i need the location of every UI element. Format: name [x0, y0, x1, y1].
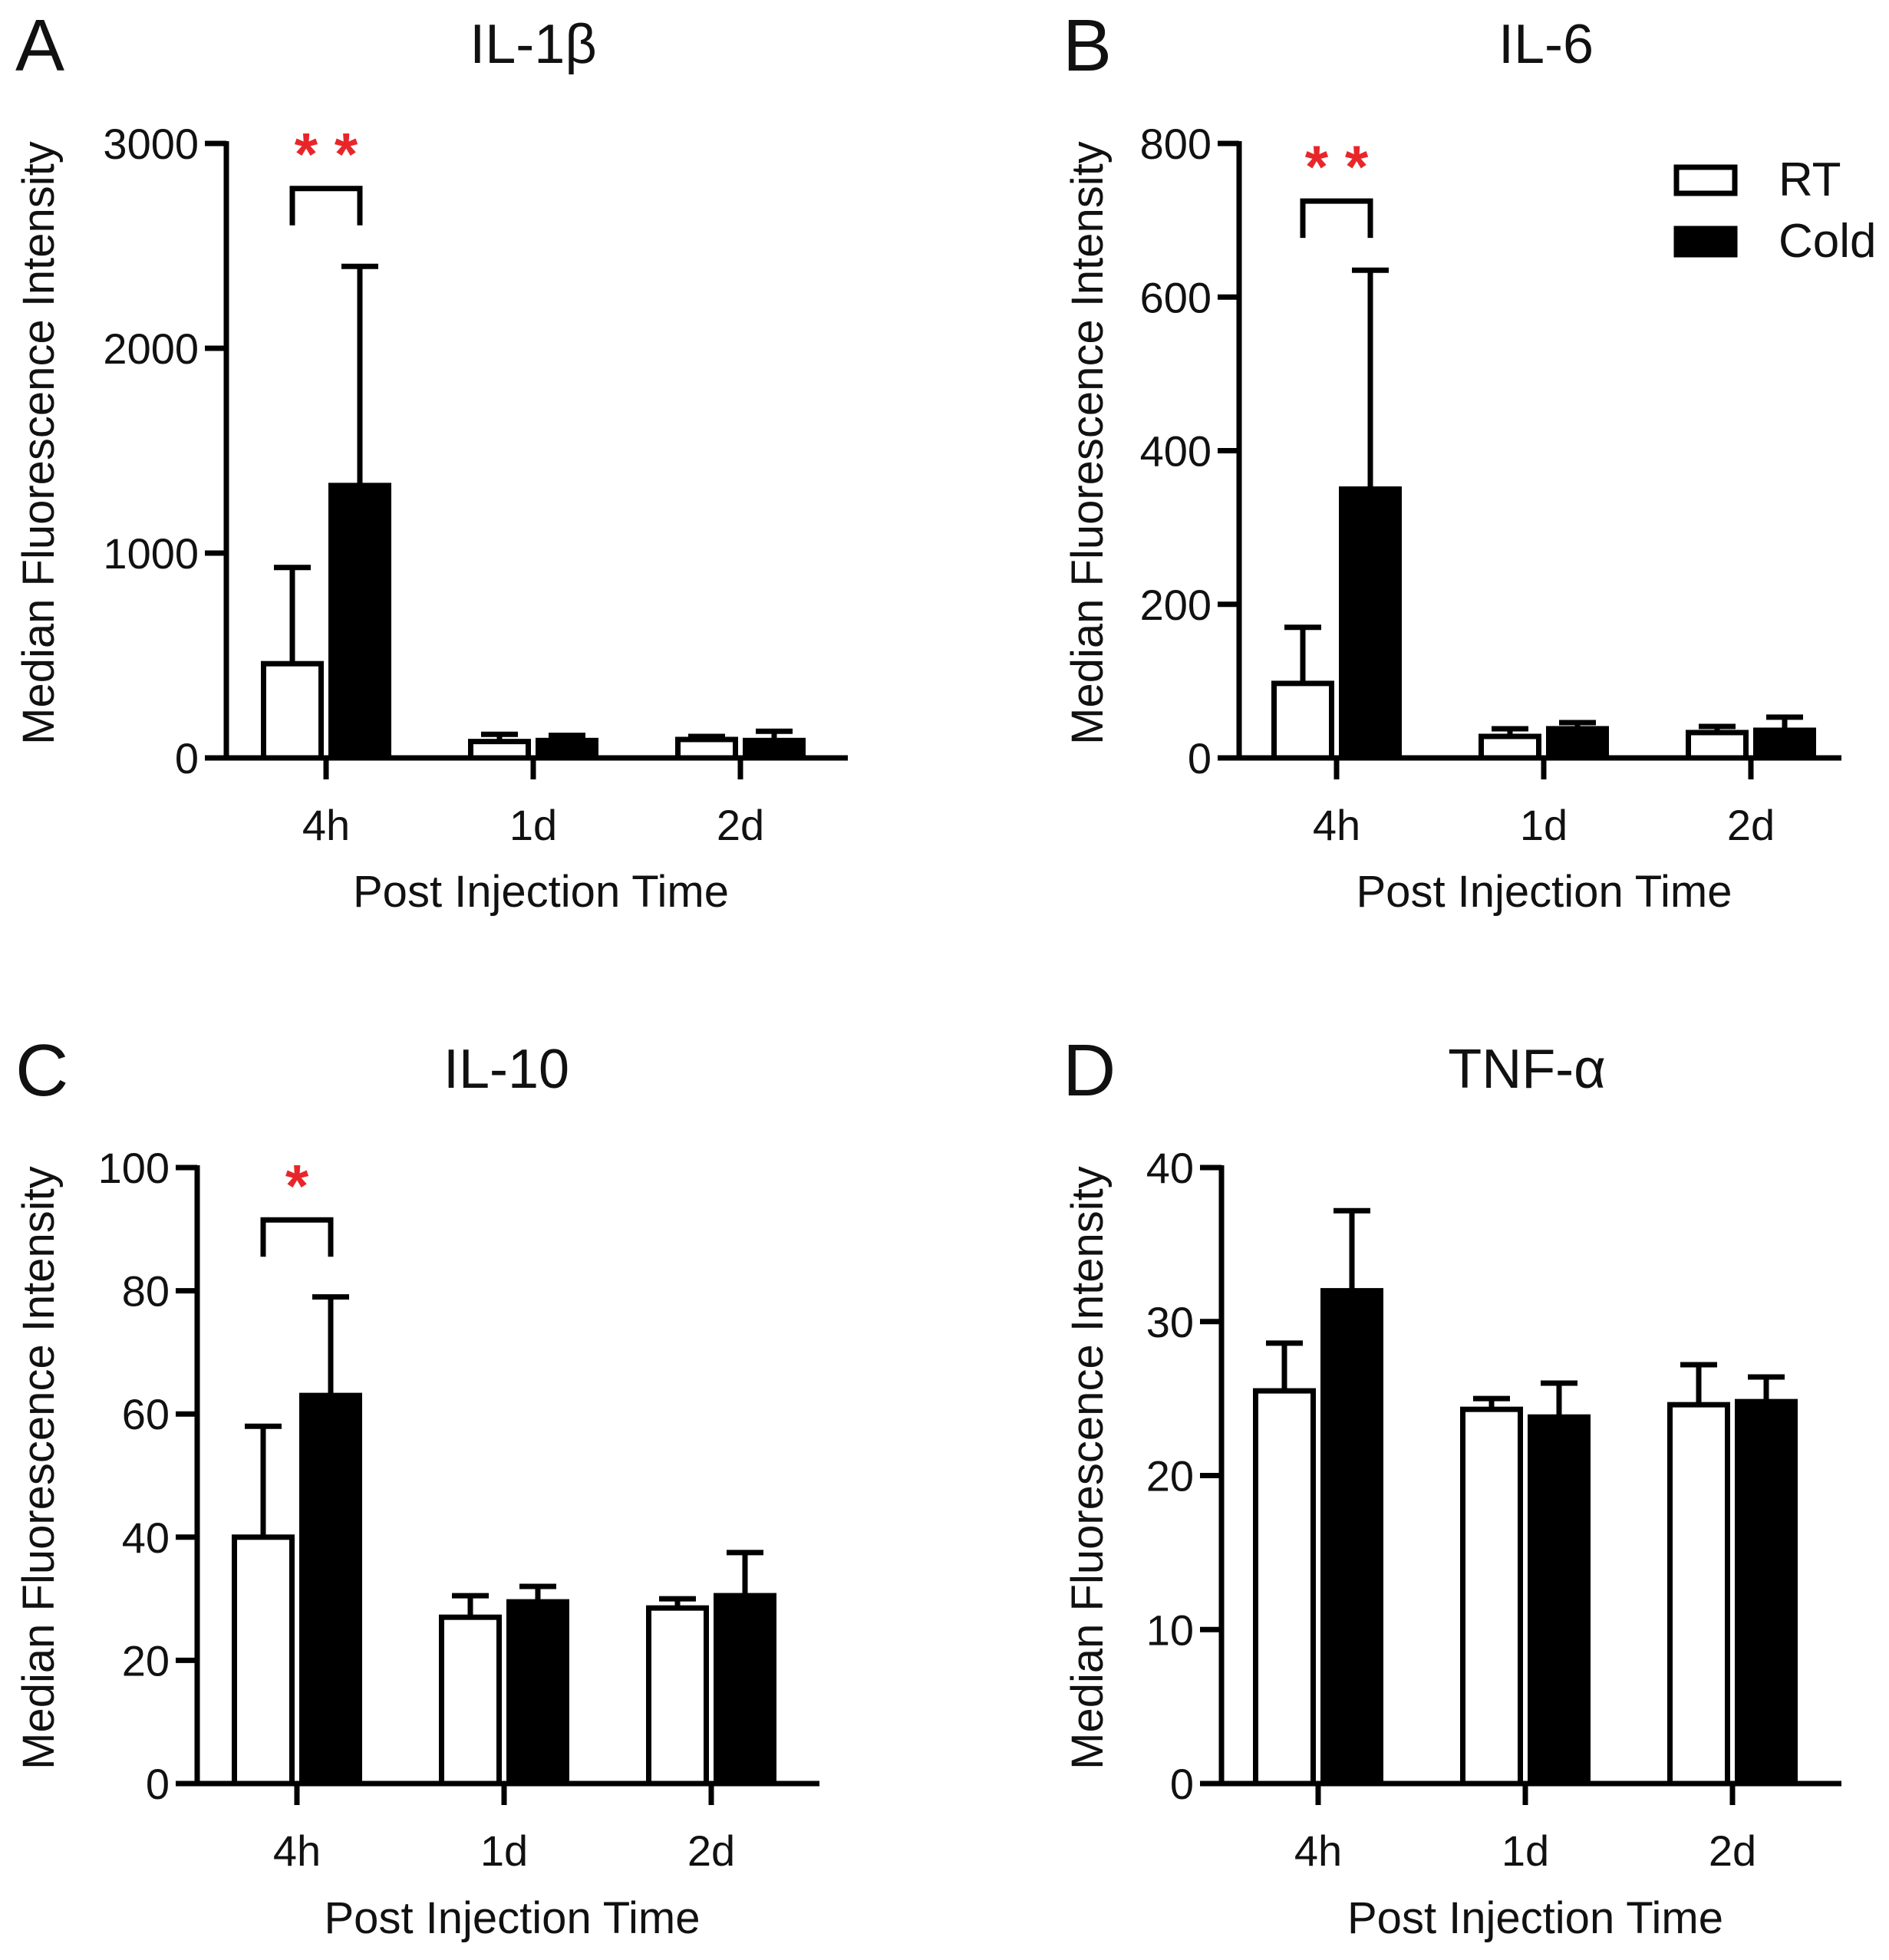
bar-rt-4h: [232, 1534, 295, 1787]
panel-letter: B: [1063, 5, 1112, 87]
y-tick-label: 20: [1146, 1452, 1194, 1500]
y-tick-label: 3000: [103, 120, 199, 168]
x-tick-label: 1d: [480, 1827, 528, 1875]
y-tick-label: 800: [1140, 120, 1212, 168]
panel-b: B IL-6 0 200 400 600 800 Median Fluorescence In…: [1063, 5, 1877, 917]
y-tick-label: 200: [1140, 581, 1212, 629]
x-tick-label: 1d: [1520, 801, 1568, 849]
panel-title: IL-10: [443, 1039, 569, 1100]
panel-c: C IL-10 0 20 40 60 80 100 Median Fluorescence In…: [14, 1029, 819, 1943]
y-tick-label: 20: [122, 1636, 170, 1685]
y-tick-label: 60: [122, 1390, 170, 1438]
bar-cold-1d: [1546, 726, 1609, 761]
y-tick-label: 0: [175, 734, 199, 782]
x-axis-label: Post Injection Time: [1347, 1893, 1723, 1943]
legend: RT Cold: [1673, 153, 1877, 268]
significance-bracket: [289, 186, 363, 226]
bar-cold-1d: [536, 737, 598, 761]
y-axis-label: Median Fluorescence Intensity: [1063, 1166, 1113, 1770]
x-tick-label: 4h: [1313, 801, 1360, 849]
bar-cold-2d: [1753, 727, 1816, 761]
legend-label: Cold: [1779, 215, 1877, 268]
bar-rt-1d: [439, 1614, 502, 1787]
y-tick-label: 0: [1170, 1760, 1194, 1808]
significance-stars: * *: [295, 120, 358, 188]
y-axis-label: Median Fluorescence Intensity: [14, 141, 64, 745]
bar-cold-2d: [743, 737, 806, 761]
x-tick-label: 4h: [302, 801, 350, 849]
bar-cold-2d: [714, 1593, 776, 1787]
y-tick-label: 2000: [103, 324, 199, 373]
panel-letter: A: [15, 5, 64, 87]
x-tick-label: 2d: [717, 801, 764, 849]
bar-rt-4h: [1253, 1388, 1316, 1787]
panel-letter: D: [1063, 1029, 1116, 1112]
x-tick-label: 2d: [1727, 801, 1775, 849]
x-tick-label: 2d: [687, 1827, 735, 1875]
bar-rt-4h: [261, 660, 324, 761]
x-tick-label: 4h: [1294, 1827, 1342, 1875]
bar-cold-1d: [1528, 1414, 1591, 1787]
significance-stars: * *: [1305, 133, 1369, 200]
y-tick-label: 10: [1146, 1606, 1194, 1654]
y-tick-label: 0: [146, 1760, 170, 1808]
y-tick-label: 600: [1140, 273, 1212, 321]
x-axis-label: Post Injection Time: [1357, 867, 1732, 917]
significance-bracket: [260, 1217, 334, 1257]
y-tick-label: 0: [1188, 734, 1212, 782]
bar-cold-4h: [328, 483, 391, 761]
y-tick-label: 30: [1146, 1298, 1194, 1346]
bar-cold-4h: [1339, 486, 1402, 761]
y-tick-label: 40: [122, 1514, 170, 1562]
panel-title: TNF-α: [1448, 1039, 1606, 1100]
significance-bracket: [1300, 198, 1373, 239]
y-axis-label: Median Fluorescence Intensity: [14, 1166, 64, 1770]
x-tick-label: 4h: [273, 1827, 321, 1875]
bar-rt-1d: [1460, 1406, 1523, 1787]
x-tick-label: 2d: [1709, 1827, 1756, 1875]
bar-rt-2d: [1686, 730, 1749, 761]
bar-rt-1d: [468, 739, 531, 761]
x-tick-label: 1d: [509, 801, 557, 849]
x-axis-label: Post Injection Time: [353, 867, 729, 917]
y-tick-label: 40: [1146, 1144, 1194, 1192]
panel-d: D TNF-α 0 10 20 30 40 Median Fluorescence Inten…: [1063, 1029, 1841, 1943]
legend-label: RT: [1779, 153, 1841, 206]
x-axis-label: Post Injection Time: [325, 1893, 701, 1943]
y-tick-label: 80: [122, 1267, 170, 1316]
panel-letter: C: [15, 1029, 68, 1112]
panel-title: IL-1β: [470, 14, 596, 75]
bar-rt-2d: [1667, 1402, 1730, 1787]
y-tick-label: 400: [1140, 427, 1212, 476]
y-tick-label: 1000: [103, 529, 199, 578]
bar-cold-2d: [1735, 1398, 1798, 1787]
bar-rt-4h: [1271, 680, 1334, 761]
panel-a: A IL-1β 0 1000 2000 3000 Median Fluorescence I…: [14, 5, 848, 917]
x-tick-label: 1d: [1502, 1827, 1549, 1875]
y-axis-label: Median Fluorescence Intensity: [1063, 141, 1113, 745]
bar-cold-1d: [506, 1599, 569, 1787]
legend-swatch-cold: [1673, 226, 1738, 258]
y-tick-label: 100: [98, 1144, 170, 1192]
significance-stars: *: [285, 1151, 309, 1219]
bar-cold-4h: [299, 1392, 362, 1787]
bar-rt-2d: [646, 1605, 709, 1787]
legend-swatch-rt: [1673, 164, 1738, 196]
bar-rt-2d: [675, 736, 738, 761]
panel-title: IL-6: [1498, 14, 1594, 75]
bar-rt-1d: [1479, 733, 1541, 761]
bar-cold-4h: [1320, 1288, 1383, 1787]
